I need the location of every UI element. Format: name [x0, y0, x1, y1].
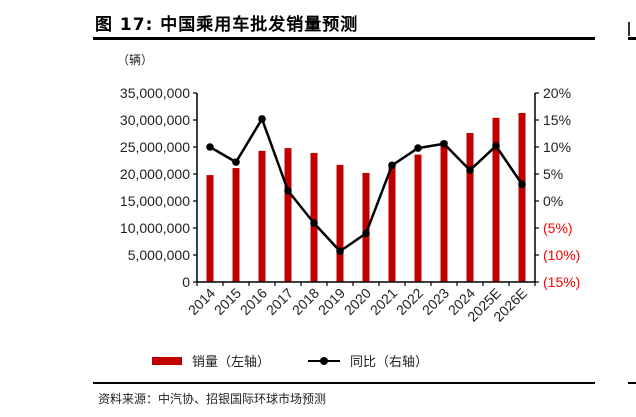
sales-bar [258, 150, 266, 282]
legend-item-yoy: 同比（右轴） [308, 351, 428, 370]
yoy-marker [232, 158, 240, 166]
right-axis-tick-label: (15%) [543, 274, 580, 290]
sales-bar [414, 154, 422, 282]
yoy-marker [206, 143, 214, 151]
x-axis-category-label: 2018 [289, 285, 322, 318]
sales-bar [310, 152, 318, 282]
source-divider [93, 382, 595, 384]
x-axis-category-label: 2021 [367, 285, 400, 318]
yoy-marker [258, 115, 266, 123]
unit-label: （辆） [117, 53, 154, 67]
yoy-marker [388, 161, 396, 170]
sales-bar [492, 117, 500, 282]
adjacent-figure-edge [628, 22, 636, 36]
right-axis-tick-label: 15% [543, 112, 571, 128]
sales-bar [232, 168, 240, 282]
right-axis-tick-label: 5% [543, 166, 563, 182]
x-axis-category-label: 2022 [393, 285, 426, 318]
sales-bar [362, 172, 370, 282]
left-axis-tick-label: 35,000,000 [120, 85, 190, 101]
yoy-marker [310, 219, 318, 227]
figure-title: 图 17: 中国乘用车批发销量预测 [95, 15, 359, 35]
left-axis-tick-label: 5,000,000 [128, 247, 190, 263]
right-axis-tick-label: 20% [543, 85, 571, 101]
legend-label-yoy: 同比（右轴） [350, 355, 429, 370]
sales-bar [284, 148, 292, 282]
yoy-marker [466, 166, 474, 175]
x-axis-category-label: 2023 [419, 285, 452, 318]
x-axis-category-label: 2019 [315, 285, 348, 318]
left-axis-tick-label: 15,000,000 [120, 193, 190, 209]
left-axis-tick-label: 0 [182, 274, 190, 290]
right-axis-tick-label: 0% [543, 193, 563, 209]
yoy-marker [336, 247, 344, 256]
yoy-marker [284, 186, 292, 195]
sales-bar [466, 132, 474, 282]
title-divider [93, 37, 595, 40]
yoy-marker [362, 229, 370, 238]
source-note: 资料来源：中汽协、招银国际环球市场预测 [98, 392, 327, 406]
sales-bar [518, 112, 526, 282]
left-axis-tick-label: 25,000,000 [120, 139, 190, 155]
bar-swatch-icon [152, 356, 182, 365]
x-axis-category-label: 2017 [263, 285, 296, 318]
yoy-marker [414, 144, 422, 152]
right-axis-tick-label: (5%) [543, 220, 573, 236]
legend-item-sales: 销量（左轴） [152, 351, 270, 370]
sales-bar [336, 164, 344, 282]
right-axis-tick-label: (10%) [543, 247, 580, 263]
sales-bar [440, 141, 448, 282]
yoy-marker [518, 180, 526, 189]
line-marker-swatch-icon [308, 356, 341, 366]
right-axis-tick-label: 10% [543, 139, 571, 155]
x-axis-category-label: 2016 [237, 285, 270, 318]
sales-bar [206, 175, 214, 282]
legend: 销量（左轴） 同比（右轴） [152, 351, 466, 370]
left-axis-tick-label: 20,000,000 [120, 166, 190, 182]
legend-label-sales: 销量（左轴） [192, 355, 271, 370]
left-axis-tick-label: 10,000,000 [120, 220, 190, 236]
yoy-marker [492, 142, 500, 150]
adjacent-figure-bottom-divider [628, 382, 636, 384]
left-axis-tick-label: 30,000,000 [120, 112, 190, 128]
adjacent-figure-divider [628, 37, 636, 40]
x-axis-category-label: 2015 [211, 285, 244, 318]
yoy-marker [440, 139, 448, 148]
sales-bar [388, 165, 396, 282]
x-axis-category-label: 2020 [341, 285, 374, 318]
